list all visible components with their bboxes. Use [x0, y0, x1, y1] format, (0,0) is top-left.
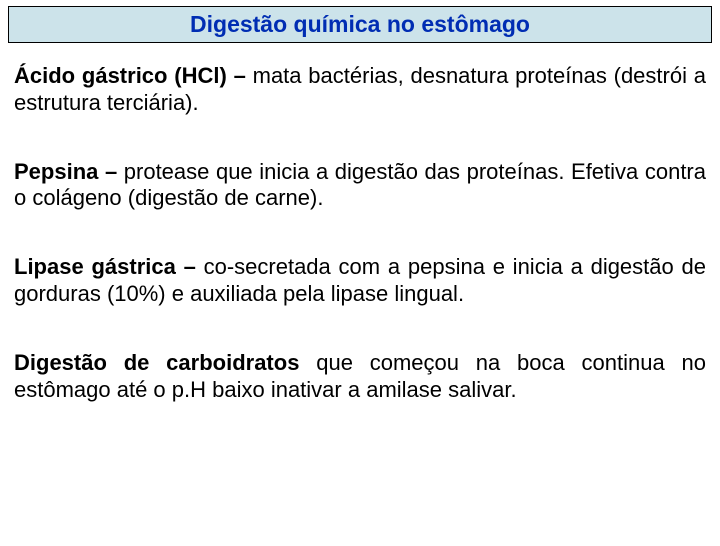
- paragraph-lipase: Lipase gástrica – co-secretada com a pep…: [14, 254, 706, 308]
- slide: Digestão química no estômago Ácido gástr…: [0, 6, 720, 546]
- paragraph-pepsin: Pepsina – protease que inicia a digestão…: [14, 159, 706, 213]
- slide-content: Ácido gástrico (HCl) – mata bactérias, d…: [0, 43, 720, 404]
- lead-pepsin: Pepsina –: [14, 159, 117, 184]
- lead-lipase: Lipase gástrica –: [14, 254, 196, 279]
- paragraph-carbs: Digestão de carboidratos que começou na …: [14, 350, 706, 404]
- paragraph-acid: Ácido gástrico (HCl) – mata bactérias, d…: [14, 63, 706, 117]
- lead-acid: Ácido gástrico (HCl) –: [14, 63, 246, 88]
- slide-title: Digestão química no estômago: [190, 11, 530, 37]
- lead-carbs: Digestão de carboidratos: [14, 350, 299, 375]
- text-pepsin: protease que inicia a digestão das prote…: [14, 159, 706, 211]
- title-bar: Digestão química no estômago: [8, 6, 712, 43]
